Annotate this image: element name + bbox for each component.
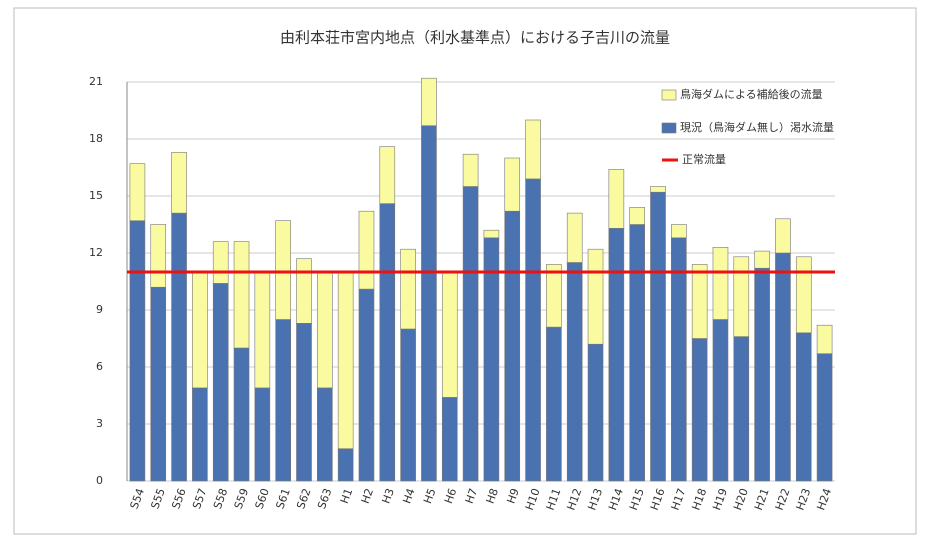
bar (712, 319, 729, 482)
bar (671, 224, 687, 239)
x-tick-label: H8 (484, 487, 501, 506)
bar (483, 237, 500, 482)
bar (129, 163, 146, 221)
x-tick-label: H5 (421, 487, 438, 506)
bar (129, 220, 146, 482)
bar (400, 248, 416, 330)
bar (587, 248, 604, 345)
bar (212, 283, 229, 482)
x-tick-label: H9 (504, 487, 521, 506)
bar (775, 218, 791, 254)
bar (525, 178, 541, 482)
bar (608, 169, 625, 229)
bar (733, 336, 750, 482)
bar (379, 203, 396, 482)
x-tick-label: H4 (400, 487, 417, 506)
bar (441, 397, 458, 482)
bar (504, 157, 521, 212)
bar (566, 262, 583, 482)
y-tick-label: 6 (96, 360, 103, 373)
bar (608, 228, 625, 482)
bar (816, 353, 833, 482)
bar (650, 186, 666, 193)
legend-label: 鳥海ダムによる補給後の流量 (680, 87, 823, 101)
legend-label: 正常流量 (682, 152, 726, 166)
legend-label: 現況（鳥海ダム無し）渇水流量 (680, 120, 834, 134)
x-tick-label: H7 (463, 487, 480, 506)
bar (233, 241, 250, 349)
bar (192, 387, 208, 482)
bar (754, 250, 770, 269)
bar (358, 288, 375, 482)
bar (816, 324, 833, 355)
bar (337, 271, 354, 449)
y-tick-label: 12 (89, 246, 103, 259)
bar (337, 448, 354, 482)
x-tick-label: H6 (442, 487, 459, 506)
bar (462, 153, 479, 187)
bar (254, 271, 271, 389)
bar (462, 186, 479, 482)
bar (400, 328, 416, 482)
bar (192, 271, 208, 389)
bar (441, 271, 458, 398)
legend-swatch (661, 89, 677, 101)
bar (275, 220, 291, 320)
bar (254, 387, 271, 482)
x-tick-label: H1 (338, 487, 355, 506)
y-tick-label: 15 (89, 189, 103, 202)
y-tick-label: 3 (96, 417, 103, 430)
bar (691, 264, 708, 339)
bar (671, 237, 687, 482)
bar (754, 267, 770, 482)
bar (358, 210, 375, 290)
y-tick-label: 9 (96, 303, 103, 316)
x-tick-label: H2 (359, 487, 376, 506)
legend-swatch (661, 122, 677, 134)
bar (691, 338, 708, 482)
chart-title: 由利本荘市宮内地点（利水基準点）における子吉川の流量 (280, 29, 670, 47)
bar (795, 256, 812, 334)
bar (546, 264, 562, 328)
bar (275, 319, 291, 482)
bar (546, 326, 562, 482)
bar (733, 256, 750, 337)
bar (212, 241, 229, 284)
bar (233, 347, 250, 482)
bar (421, 77, 437, 126)
bar (566, 212, 583, 263)
bar (150, 224, 167, 288)
bar (296, 258, 312, 324)
bar (171, 212, 187, 482)
bar (504, 210, 521, 482)
bar (171, 152, 187, 214)
bar (317, 271, 333, 389)
bar (587, 343, 604, 482)
bar (629, 224, 645, 482)
bar (795, 332, 812, 482)
y-tick-label: 0 (96, 474, 103, 487)
bar (296, 322, 312, 482)
bar (150, 286, 167, 482)
bar (317, 387, 333, 482)
bar (629, 207, 645, 225)
bar (525, 119, 541, 180)
y-tick-label: 18 (89, 132, 103, 145)
bar (483, 229, 500, 239)
bar (650, 191, 666, 482)
bar (421, 125, 437, 482)
bar (379, 146, 396, 204)
x-tick-label: H3 (379, 487, 396, 506)
bar (712, 247, 729, 320)
y-tick-label: 21 (89, 75, 103, 88)
bar (775, 252, 791, 482)
